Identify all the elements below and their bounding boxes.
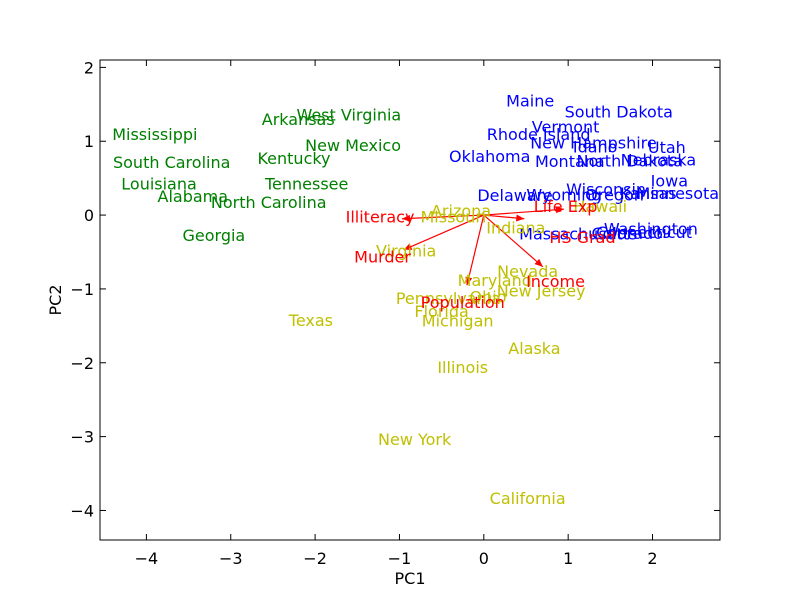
plot-area <box>99 59 721 541</box>
vector-label-murder: Murder <box>354 247 411 266</box>
state-label-oklahoma: Oklahoma <box>449 147 530 166</box>
axis-ticks: −4 −3 −2 −1 0 1 2 −4 −3 −2 −1 0 1 2 <box>70 58 720 568</box>
x-tick-label: −3 <box>219 549 243 568</box>
vector-label-hs-grad: HS Grad <box>549 228 615 247</box>
state-label-delaware: Delaware <box>477 186 552 205</box>
state-label-missouri: Missouri <box>421 208 487 227</box>
state-label-wisconsin: Wisconsin <box>566 180 646 199</box>
state-label-south-carolina: South Carolina <box>113 153 230 172</box>
state-label-kansas: Kansas <box>620 184 677 203</box>
y-tick-label: 2 <box>84 58 94 77</box>
vector-label-life-exp: Life Exp <box>534 197 598 216</box>
state-label-montana: Montana <box>535 152 605 171</box>
y-axis-label: PC2 <box>46 285 65 316</box>
vector-arrowhead-life-exp <box>555 206 564 214</box>
state-label-hawaii: Hawaii <box>573 197 627 216</box>
state-label-washington: Washington <box>604 219 698 238</box>
state-label-colorado: Colorado <box>591 224 663 243</box>
vector-line-murder <box>403 214 485 251</box>
x-axis-label: PC1 <box>395 569 426 588</box>
x-tick-label: 2 <box>647 549 657 568</box>
state-label-idaho: Idaho <box>573 137 618 156</box>
state-label-new-mexico: New Mexico <box>305 136 401 155</box>
state-label-illinois: Illinois <box>437 358 488 377</box>
state-label-utah: Utah <box>648 138 686 157</box>
vector-label-income: Income <box>526 272 585 291</box>
state-label-new-york: New York <box>378 430 452 449</box>
state-label-michigan: Michigan <box>422 312 494 331</box>
state-label-indiana: Indiana <box>486 219 545 238</box>
state-label-nebraska: Nebraska <box>621 151 696 170</box>
state-label-new-hampshire: New Hampshire <box>530 134 657 153</box>
state-label-maine: Maine <box>506 92 554 111</box>
state-label-new-jersey: New Jersey <box>497 281 586 300</box>
vector-line-illiteracy <box>401 214 484 220</box>
state-label-oregon: Oregon <box>585 185 644 204</box>
state-label-georgia: Georgia <box>183 226 246 245</box>
state-label-arkansas: Arkansas <box>262 110 335 129</box>
y-tick-label: −4 <box>70 501 94 520</box>
loading-vectors <box>401 206 564 286</box>
vector-arrowhead-income <box>534 258 543 267</box>
state-label-louisiana: Louisiana <box>121 174 197 193</box>
vector-line-income <box>483 214 544 268</box>
state-label-connecticut: Connecticut <box>596 223 692 242</box>
vector-arrowhead-murder <box>403 243 413 250</box>
state-label-mississippi: Mississippi <box>112 125 197 144</box>
y-tick-label: 0 <box>84 206 94 225</box>
vector-labels: Life Exp HS Grad Illiteracy Murder Income Pop… <box>346 197 616 312</box>
y-tick-label: −1 <box>70 280 94 299</box>
state-label-north-carolina: North Carolina <box>211 193 327 212</box>
state-label-north-dakota: North Dakota <box>576 151 683 170</box>
vector-line-life-exp <box>483 208 564 216</box>
state-label-virginia: Virginia <box>376 242 436 261</box>
state-label-minnesota: Minnesota <box>637 184 720 203</box>
vector-label-illiteracy: Illiteracy <box>346 208 415 227</box>
y-tick-label: 1 <box>84 132 94 151</box>
vector-label-population: Population <box>421 293 505 312</box>
vector-line-population <box>466 214 485 286</box>
state-label-florida: Florida <box>414 302 468 321</box>
state-label-west-virginia: West Virginia <box>296 106 401 125</box>
state-label-wyoming: Wyoming <box>526 185 601 204</box>
vector-arrowhead-illiteracy <box>401 214 411 222</box>
state-label-texas: Texas <box>288 311 333 330</box>
state-label-alaska: Alaska <box>508 339 560 358</box>
state-label-arizona: Arizona <box>431 202 491 221</box>
state-label-pennsylvania: Pennsylvania <box>396 289 501 308</box>
state-label-kentucky: Kentucky <box>257 149 330 168</box>
state-label-ohio: Ohio <box>470 287 507 306</box>
y-tick-label: −3 <box>70 428 94 447</box>
state-label-rhode-island: Rhode Island <box>487 125 591 144</box>
vector-arrowhead-hs-grad <box>516 214 525 222</box>
y-tick-label: −2 <box>70 354 94 373</box>
state-label-california: California <box>490 489 566 508</box>
vector-arrowhead-population <box>465 276 473 286</box>
x-tick-label: −1 <box>388 549 412 568</box>
x-tick-label: 1 <box>563 549 573 568</box>
state-label-maryland: Maryland <box>458 271 532 290</box>
state-label-vermont: Vermont <box>532 117 600 136</box>
state-label-iowa: Iowa <box>651 171 688 190</box>
state-label-tennessee: Tennessee <box>264 174 348 193</box>
x-tick-label: −2 <box>303 549 327 568</box>
x-tick-label: 0 <box>479 549 489 568</box>
state-label-south-dakota: South Dakota <box>565 103 673 122</box>
state-label-alabama: Alabama <box>158 187 229 206</box>
state-label-massachusetts: Massachusetts <box>519 225 637 244</box>
x-tick-label: −4 <box>135 549 159 568</box>
state-label-nevada: Nevada <box>497 262 558 281</box>
